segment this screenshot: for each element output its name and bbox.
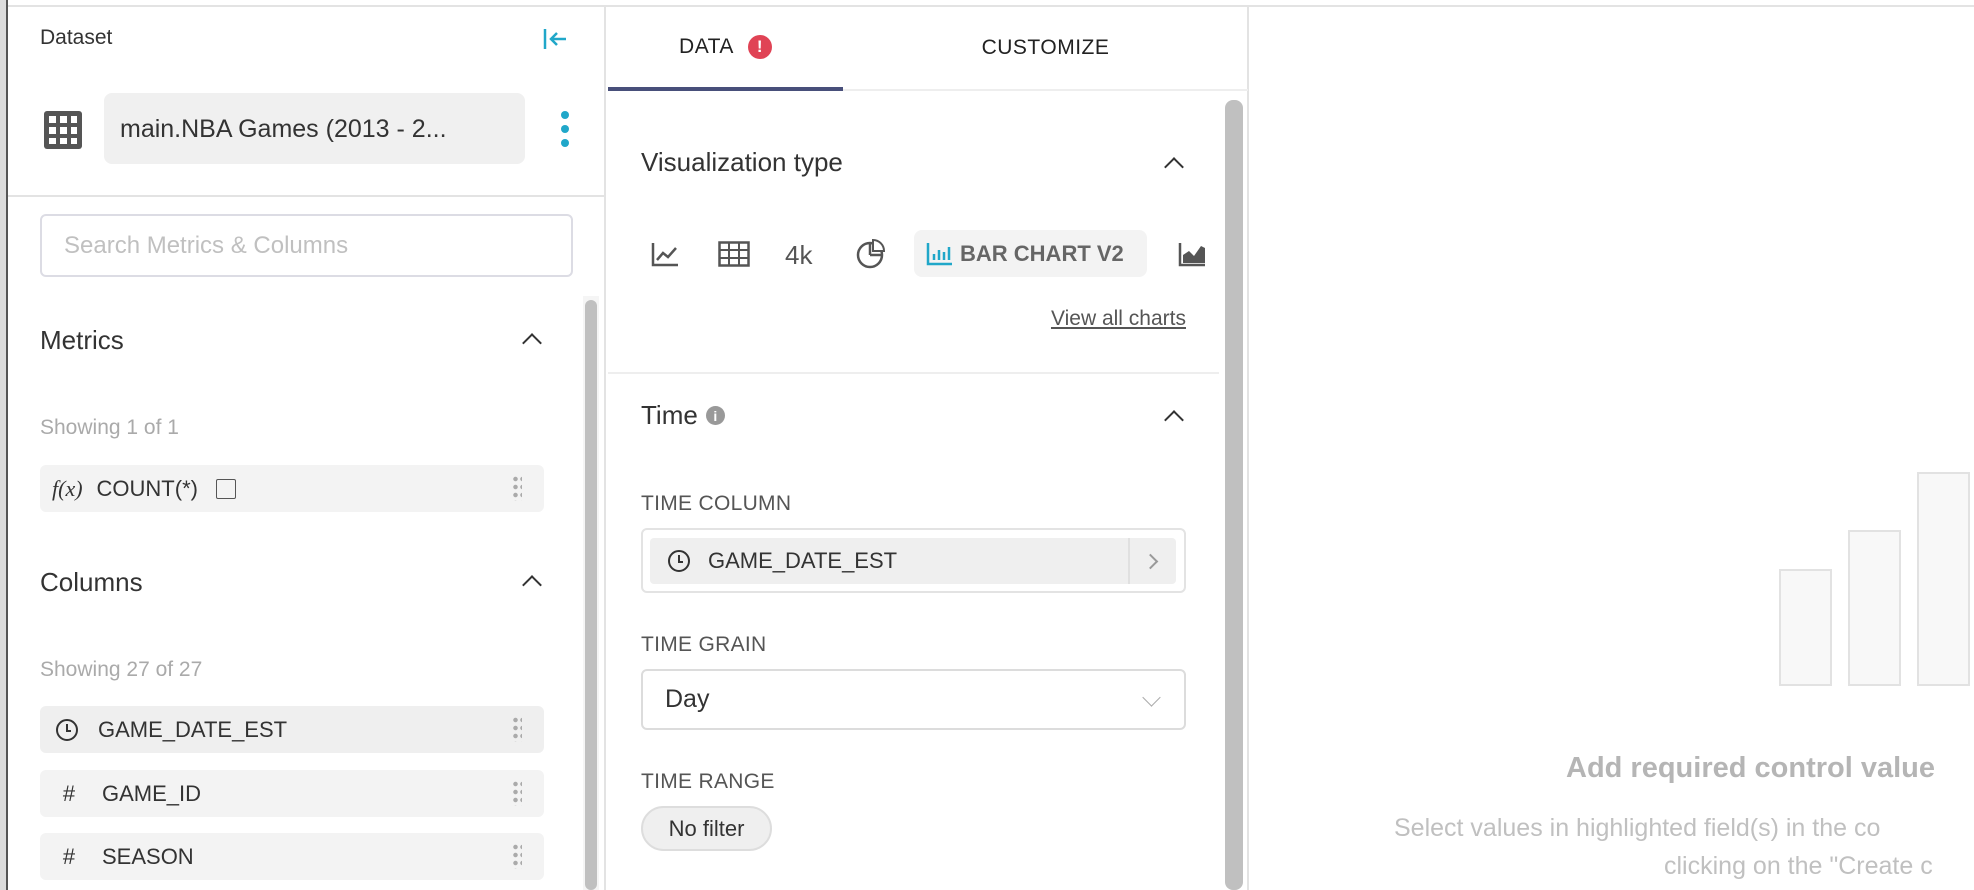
tab-customize[interactable]: CUSTOMIZE bbox=[843, 7, 1248, 91]
search-input[interactable] bbox=[40, 214, 573, 277]
dataset-header: Dataset bbox=[40, 26, 113, 49]
time-grain-label: TIME GRAIN bbox=[641, 633, 767, 656]
time-range-label: TIME RANGE bbox=[641, 770, 775, 793]
viz-bar-chart-v2[interactable]: BAR CHART V2 bbox=[914, 230, 1147, 277]
viz-type-title: Visualization type bbox=[641, 147, 843, 177]
column-label: GAME_ID bbox=[102, 780, 202, 806]
column-item[interactable]: GAME_DATE_EST bbox=[40, 706, 544, 753]
time-title: Time bbox=[641, 400, 698, 430]
error-icon: ! bbox=[747, 35, 772, 59]
big-number-icon[interactable]: 4k bbox=[785, 240, 813, 270]
control-panel bbox=[608, 7, 1249, 890]
empty-state-description-2: clicking on the "Create c bbox=[1664, 852, 1933, 880]
columns-count: Showing 27 of 27 bbox=[40, 658, 203, 681]
divider bbox=[608, 372, 1219, 374]
left-scrollbar[interactable] bbox=[585, 300, 597, 890]
sql-expression-icon bbox=[215, 478, 236, 499]
table-icon bbox=[43, 110, 83, 150]
placeholder-bar bbox=[1848, 530, 1901, 686]
dataset-panel bbox=[8, 7, 606, 890]
viz-selected-label: BAR CHART V2 bbox=[960, 240, 1124, 266]
column-label: SEASON bbox=[102, 843, 194, 869]
info-icon[interactable]: i bbox=[705, 406, 725, 425]
placeholder-bar bbox=[1779, 569, 1832, 686]
metric-item[interactable]: f(x) COUNT(*) bbox=[40, 465, 544, 512]
area-chart-icon[interactable] bbox=[1178, 241, 1206, 267]
chevron-right-icon[interactable] bbox=[1128, 538, 1176, 584]
column-item[interactable]: # SEASON bbox=[40, 833, 544, 880]
tab-data[interactable]: DATA ! bbox=[608, 7, 843, 91]
column-label: GAME_DATE_EST bbox=[98, 716, 288, 742]
collapse-panel-icon[interactable] bbox=[543, 28, 569, 50]
drag-handle-icon[interactable] bbox=[512, 843, 522, 869]
hash-icon: # bbox=[62, 780, 76, 806]
placeholder-bar bbox=[1917, 472, 1970, 686]
time-grain-select[interactable]: Day bbox=[641, 669, 1186, 730]
time-column-field[interactable] bbox=[641, 528, 1186, 593]
top-border bbox=[0, 0, 1974, 7]
time-column-value: GAME_DATE_EST bbox=[708, 548, 898, 573]
hash-icon: # bbox=[62, 843, 76, 869]
time-range-filter[interactable]: No filter bbox=[641, 806, 772, 851]
empty-state-description: Select values in highlighted field(s) in… bbox=[1394, 814, 1881, 842]
drag-handle-icon[interactable] bbox=[512, 716, 522, 742]
bar-chart-icon bbox=[926, 242, 952, 265]
time-grain-value: Day bbox=[665, 685, 710, 713]
chevron-down-icon bbox=[1142, 688, 1161, 707]
drag-handle-icon[interactable] bbox=[512, 780, 522, 806]
drag-handle-icon[interactable] bbox=[512, 475, 522, 501]
view-all-charts-link[interactable]: View all charts bbox=[1050, 307, 1186, 330]
table-chart-icon[interactable] bbox=[718, 241, 750, 267]
empty-state-title: Add required control value bbox=[1566, 752, 1935, 784]
window-edge bbox=[0, 0, 8, 890]
metrics-count: Showing 1 of 1 bbox=[40, 416, 179, 439]
dataset-selector[interactable]: main.NBA Games (2013 - 2... bbox=[104, 93, 525, 164]
time-section-title: Time i bbox=[641, 400, 725, 431]
divider bbox=[8, 195, 606, 197]
clock-icon bbox=[56, 718, 78, 741]
tab-label: DATA bbox=[679, 35, 734, 58]
function-icon: f(x) bbox=[52, 475, 83, 501]
control-panel-scrollbar[interactable] bbox=[1225, 100, 1243, 890]
columns-title: Columns bbox=[40, 567, 143, 597]
time-column-label: TIME COLUMN bbox=[641, 492, 792, 515]
clock-icon bbox=[668, 550, 690, 572]
pie-chart-icon[interactable] bbox=[855, 238, 886, 269]
column-item[interactable]: # GAME_ID bbox=[40, 770, 544, 817]
time-column-chip[interactable]: GAME_DATE_EST bbox=[650, 538, 1176, 584]
metrics-title: Metrics bbox=[40, 325, 124, 355]
metric-label: COUNT(*) bbox=[96, 475, 198, 501]
line-chart-icon[interactable] bbox=[651, 241, 679, 267]
more-options-icon[interactable] bbox=[560, 110, 570, 148]
